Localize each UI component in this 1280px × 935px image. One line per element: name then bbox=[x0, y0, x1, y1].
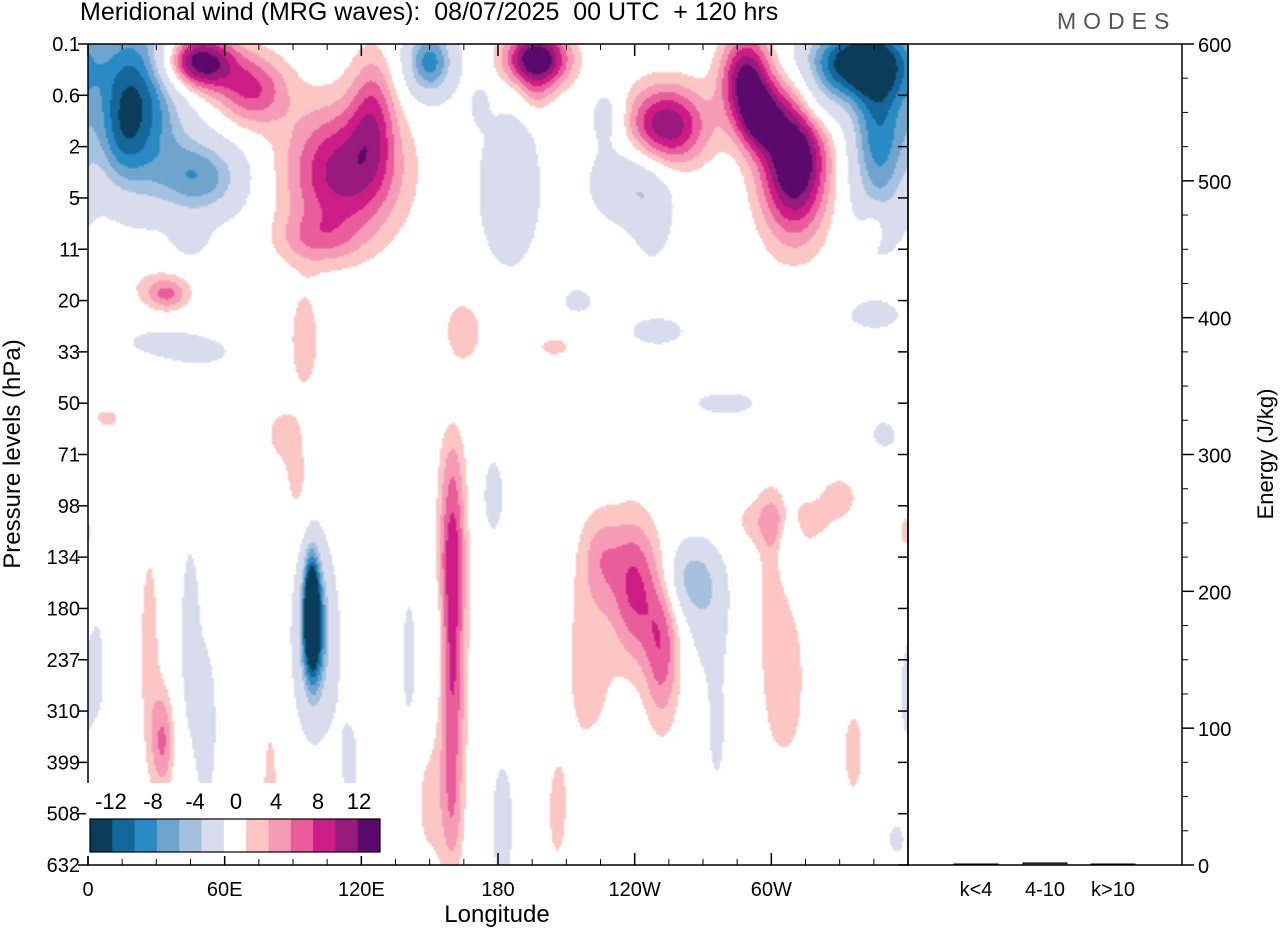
colorbar-swatch bbox=[201, 819, 225, 852]
y-tick-label: 2 bbox=[69, 137, 80, 159]
colorbar-swatch bbox=[268, 819, 292, 852]
x-tick-label: 120W bbox=[609, 879, 661, 901]
colorbar-swatch bbox=[156, 819, 180, 852]
colorbar-label: 0 bbox=[230, 789, 242, 814]
brand-logo: MODES bbox=[1057, 8, 1177, 34]
colorbar-label: 4 bbox=[270, 789, 282, 814]
energy-bar bbox=[1022, 862, 1068, 866]
energy-tick-label: 200 bbox=[1198, 582, 1231, 604]
colorbar-label: -8 bbox=[143, 789, 163, 814]
y-tick-label: 20 bbox=[58, 291, 80, 313]
y-tick-label: 11 bbox=[59, 239, 80, 261]
colorbar-swatch bbox=[313, 819, 336, 852]
energy-panel-frame bbox=[907, 43, 1183, 866]
y-tick-label: 98 bbox=[58, 496, 80, 518]
y-tick-label: 180 bbox=[47, 598, 80, 620]
colorbar-swatch bbox=[290, 819, 314, 852]
x-axis-label: Longitude bbox=[444, 901, 549, 928]
y-tick-label: 508 bbox=[47, 804, 80, 826]
colorbar-swatch bbox=[335, 819, 359, 852]
energy-axis-label: Energy (J/kg) bbox=[1253, 389, 1278, 520]
y-tick-label: 33 bbox=[58, 342, 80, 364]
y-tick-label: 399 bbox=[47, 752, 80, 774]
heatmap-area bbox=[88, 44, 908, 865]
energy-categories: k<4 4-10 k>10 bbox=[960, 879, 1135, 901]
energy-axis: 0 100 200 300 400 500 600 bbox=[1182, 35, 1231, 878]
energy-tick-label: 300 bbox=[1198, 446, 1231, 468]
energy-category-label: 4-10 bbox=[1025, 879, 1065, 901]
energy-category-label: k>10 bbox=[1091, 879, 1135, 901]
colorbar-label: -12 bbox=[95, 789, 127, 814]
energy-tick-label: 500 bbox=[1198, 172, 1231, 194]
x-tick-label: 60W bbox=[751, 879, 792, 901]
y-tick-label: 0.6 bbox=[52, 85, 80, 107]
y-tick-label: 134 bbox=[47, 547, 80, 569]
y-tick-label: 632 bbox=[47, 855, 80, 877]
y-tick-label: 0.1 bbox=[52, 34, 80, 56]
colorbar-swatch bbox=[223, 819, 247, 852]
x-tick-label: 120E bbox=[338, 879, 385, 901]
y-tick-label: 50 bbox=[58, 393, 80, 415]
chart-title: Meridional wind (MRG waves): 08/07/2025 … bbox=[80, 0, 779, 26]
y-axis-label: Pressure levels (hPa) bbox=[0, 339, 26, 568]
energy-tick-label: 0 bbox=[1198, 856, 1209, 878]
energy-bar bbox=[953, 863, 999, 866]
colorbar-swatch bbox=[357, 819, 381, 852]
x-tick-label: 180 bbox=[481, 879, 514, 901]
y-tick-label: 310 bbox=[47, 701, 80, 723]
x-tick-label: 0 bbox=[82, 879, 93, 901]
heatmap-image bbox=[88, 44, 908, 865]
colorbar-frame bbox=[89, 818, 381, 853]
colorbar-swatch bbox=[90, 819, 113, 852]
y-tick-label: 237 bbox=[47, 650, 80, 672]
colorbar-swatch bbox=[134, 819, 158, 852]
energy-bar bbox=[1090, 863, 1136, 866]
x-axis: 0 60E 120E 180 120W 60W bbox=[82, 44, 875, 901]
x-tick-label: 60E bbox=[207, 879, 243, 901]
colorbar-swatch bbox=[179, 819, 203, 852]
colorbar-label: 8 bbox=[312, 789, 324, 814]
colorbar-label: 12 bbox=[347, 789, 371, 814]
colorbar-swatch bbox=[246, 819, 269, 852]
colorbar: -12 -8 -4 0 4 8 12 bbox=[86, 783, 384, 856]
energy-bars bbox=[953, 862, 1136, 866]
y-axis: 0.1 0.6 2 5 11 20 33 50 71 98 134 180 237 310 399 508 63… bbox=[47, 34, 908, 877]
y-tick-label: 71 bbox=[58, 445, 80, 467]
colorbar-label: -4 bbox=[185, 789, 205, 814]
energy-tick-label: 100 bbox=[1198, 719, 1231, 741]
energy-tick-label: 600 bbox=[1198, 35, 1231, 57]
y-tick-label: 5 bbox=[69, 188, 80, 210]
energy-category-label: k<4 bbox=[960, 879, 993, 901]
colorbar-swatch bbox=[112, 819, 136, 852]
energy-tick-label: 400 bbox=[1198, 309, 1231, 331]
